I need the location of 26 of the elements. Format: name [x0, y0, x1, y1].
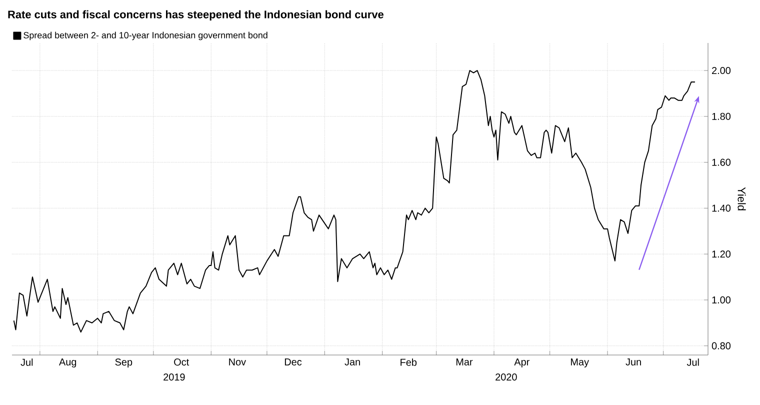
line-series [13, 70, 696, 333]
x-tick-label: Mar [456, 358, 473, 366]
x-tick-label: Sep [115, 358, 132, 368]
y-tick-label: 0.80 [712, 342, 731, 350]
x-tick-label: Jul [686, 358, 699, 366]
y-tick-label: 1.00 [712, 296, 731, 304]
y-tick-label: 2.00 [712, 67, 731, 74]
text: 2020 [496, 374, 517, 381]
y-tick-label: 1.80 [712, 112, 731, 120]
legend-label: Spread between 2- and 10-year Indonesian government bond [24, 32, 268, 40]
x-tick-label: Feb [400, 358, 417, 366]
text: 2019 [164, 374, 185, 381]
y-axis-title: Yield [738, 187, 746, 210]
x-tick-label: Nov [229, 358, 246, 366]
chart-title: Rate cuts and fiscal concerns has steepened the Indonesian bond curve [8, 10, 384, 20]
x-tick-label: Aug [58, 358, 76, 368]
x-tick-label: Apr [514, 358, 530, 368]
x-tick-label: May [571, 358, 589, 368]
y-tick-label: 1.20 [712, 250, 731, 258]
x-tick-label: Dec [284, 358, 302, 366]
x-tick-label: Jun [626, 358, 641, 366]
x-tick-label: Jan [344, 358, 360, 366]
x-tick-label: Jul [20, 358, 33, 366]
y-tick-label: 1.60 [712, 158, 731, 166]
x-tick-label: Oct [174, 358, 190, 366]
y-tick-label: 1.40 [712, 204, 731, 212]
